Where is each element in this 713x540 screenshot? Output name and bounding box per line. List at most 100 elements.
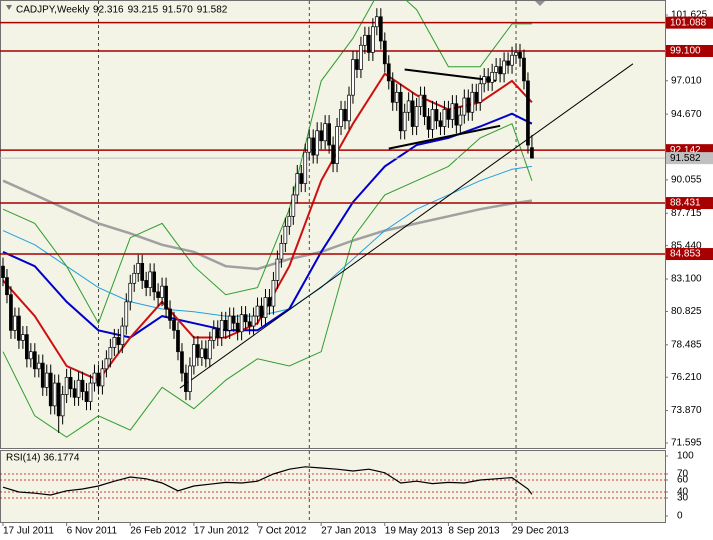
candle-body bbox=[267, 297, 272, 307]
candle-body bbox=[323, 123, 327, 142]
candle-body bbox=[96, 372, 101, 387]
trendline bbox=[388, 124, 501, 150]
candle-body bbox=[410, 100, 415, 127]
x-tick-label: 7 Oct 2012 bbox=[258, 526, 307, 537]
candle-body bbox=[526, 80, 530, 146]
candle-body bbox=[446, 109, 451, 120]
candle-body bbox=[311, 137, 316, 156]
rsi-title: RSI(14) 36.1774 bbox=[6, 453, 80, 464]
candle-body bbox=[339, 109, 343, 127]
candle-body bbox=[84, 391, 89, 402]
trendline bbox=[179, 63, 634, 389]
moving-average bbox=[2, 179, 533, 271]
candle-body bbox=[287, 215, 292, 227]
x-tick-label: 29 Dec 2013 bbox=[512, 526, 569, 537]
candle-body bbox=[112, 337, 117, 348]
candle-body bbox=[518, 52, 522, 59]
candle-body bbox=[394, 91, 399, 103]
y-tick-label: 78.485 bbox=[671, 339, 702, 350]
rsi-tick-label: 0 bbox=[677, 511, 683, 522]
level-box bbox=[666, 248, 713, 261]
candle-body bbox=[132, 272, 137, 284]
candle-body bbox=[291, 194, 296, 217]
level-box bbox=[666, 197, 713, 210]
candle-body bbox=[88, 382, 93, 402]
y-tick-label: 101.625 bbox=[671, 10, 708, 21]
rsi-panel bbox=[0, 450, 666, 523]
candle-body bbox=[188, 365, 192, 392]
candle-body bbox=[514, 52, 518, 56]
candle-body bbox=[458, 114, 463, 126]
candle-body bbox=[80, 379, 85, 392]
candle-body bbox=[279, 243, 284, 260]
candle-body bbox=[454, 103, 459, 126]
candle-body bbox=[319, 130, 324, 142]
candle-body bbox=[510, 54, 514, 66]
candle-body bbox=[327, 123, 331, 146]
candle-body bbox=[251, 315, 256, 327]
candle-body bbox=[283, 225, 288, 244]
candle-body bbox=[462, 97, 467, 116]
rsi-tick-label: 100 bbox=[677, 451, 694, 462]
level-label: 84.853 bbox=[670, 249, 701, 260]
y-tick-label: 85.440 bbox=[671, 240, 702, 251]
candle-body bbox=[25, 334, 29, 360]
x-tick-label: 6 Nov 2011 bbox=[67, 526, 118, 537]
trendline bbox=[404, 68, 497, 82]
candle-body bbox=[259, 305, 264, 318]
candle-body bbox=[215, 328, 220, 338]
x-tick-label: 8 Sep 2013 bbox=[448, 526, 500, 537]
y-tick-label: 76.210 bbox=[671, 372, 702, 383]
level-box bbox=[666, 44, 713, 57]
candle-body bbox=[72, 388, 77, 398]
candle-body bbox=[207, 339, 212, 360]
candle-body bbox=[100, 368, 105, 387]
candle-body bbox=[363, 34, 367, 46]
candle-body bbox=[450, 103, 455, 120]
y-tick-label: 97.010 bbox=[671, 75, 702, 86]
candle-body bbox=[335, 126, 339, 164]
candle-body bbox=[406, 100, 411, 113]
candle-body bbox=[48, 372, 53, 407]
menu-icon bbox=[6, 5, 12, 10]
candle-body bbox=[168, 308, 172, 321]
candle-body bbox=[470, 91, 475, 113]
candle-body bbox=[438, 120, 443, 127]
candle-body bbox=[390, 80, 395, 103]
candle-body bbox=[219, 320, 224, 338]
candle-body bbox=[140, 262, 145, 281]
candle-body bbox=[160, 285, 164, 298]
moving-average bbox=[2, 123, 533, 438]
candle-body bbox=[382, 40, 387, 65]
candle-body bbox=[422, 94, 427, 117]
candle-body bbox=[172, 320, 176, 331]
candle-body bbox=[331, 144, 335, 164]
x-tick-label: 27 Jan 2013 bbox=[321, 526, 376, 537]
candle-body bbox=[227, 315, 232, 331]
candle-body bbox=[490, 72, 495, 83]
y-tick-label: 73.870 bbox=[671, 405, 702, 416]
candle-body bbox=[402, 111, 407, 132]
candle-body bbox=[184, 372, 188, 392]
candle-body bbox=[124, 301, 129, 327]
candle-body bbox=[299, 173, 304, 184]
header-value: 93.215 bbox=[128, 5, 159, 16]
x-tick-label: 17 Jul 2011 bbox=[3, 526, 54, 537]
y-tick-label: 90.055 bbox=[671, 175, 702, 186]
x-tick-label: 26 Feb 2012 bbox=[130, 526, 187, 537]
last-price-label: 91.582 bbox=[670, 153, 701, 164]
candle-body bbox=[263, 297, 268, 318]
moving-average bbox=[2, 0, 532, 325]
candle-body bbox=[180, 351, 184, 374]
candle-body bbox=[466, 97, 471, 113]
level-label: 92.142 bbox=[670, 145, 701, 156]
candle-body bbox=[303, 151, 308, 184]
candle-body bbox=[271, 280, 276, 307]
candle-body bbox=[522, 57, 526, 82]
candle-body bbox=[426, 116, 431, 130]
price-panel bbox=[0, 0, 666, 449]
candle-body bbox=[92, 372, 97, 384]
candle-body bbox=[108, 347, 113, 360]
candle-body bbox=[13, 315, 17, 331]
candle-body bbox=[486, 76, 491, 83]
